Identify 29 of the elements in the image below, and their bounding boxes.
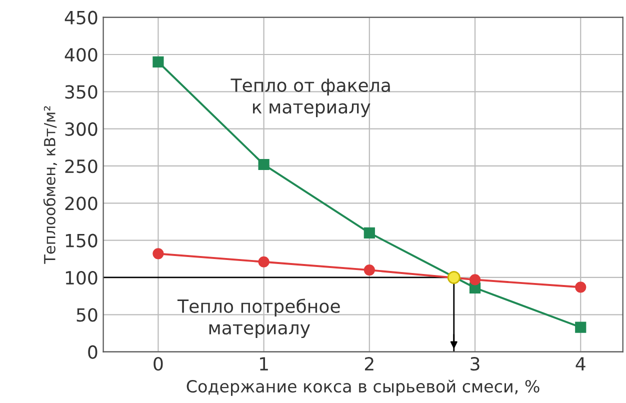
point bbox=[258, 158, 270, 170]
series-label: Тепло потребное материалу bbox=[177, 298, 340, 338]
y-tick-label: 450 bbox=[64, 10, 98, 24]
x-axis-title: Содержание кокса в сырьевой смеси, % bbox=[186, 380, 540, 396]
point bbox=[152, 248, 164, 260]
x-tick-label: 2 bbox=[364, 357, 374, 370]
series-label: Тепло от факела к материалу bbox=[230, 78, 390, 118]
y-tick-label: 200 bbox=[65, 196, 98, 210]
x-tick-label: 3 bbox=[470, 357, 480, 371]
x-tick-label: 4 bbox=[576, 357, 586, 370]
y-tick-label: 0 bbox=[88, 345, 98, 359]
x-tick-label: 1 bbox=[260, 357, 268, 370]
y-tick-label: 300 bbox=[65, 122, 98, 136]
y-tick-label: 150 bbox=[66, 234, 98, 248]
point bbox=[152, 56, 164, 68]
y-tick-label: 100 bbox=[66, 270, 98, 285]
point bbox=[364, 227, 375, 238]
y-axis-title: Теплообмен, кВт/м² bbox=[43, 106, 58, 264]
point bbox=[575, 282, 586, 293]
point bbox=[447, 270, 460, 284]
y-tick-label: 50 bbox=[76, 308, 98, 322]
point bbox=[575, 322, 586, 333]
point bbox=[364, 264, 375, 276]
y-tick-label: 250 bbox=[65, 159, 98, 174]
y-tick-label: 400 bbox=[64, 48, 98, 62]
x-tick-label: 0 bbox=[154, 357, 163, 371]
y-tick-label: 350 bbox=[65, 85, 98, 99]
point bbox=[258, 256, 270, 268]
point bbox=[469, 274, 481, 286]
